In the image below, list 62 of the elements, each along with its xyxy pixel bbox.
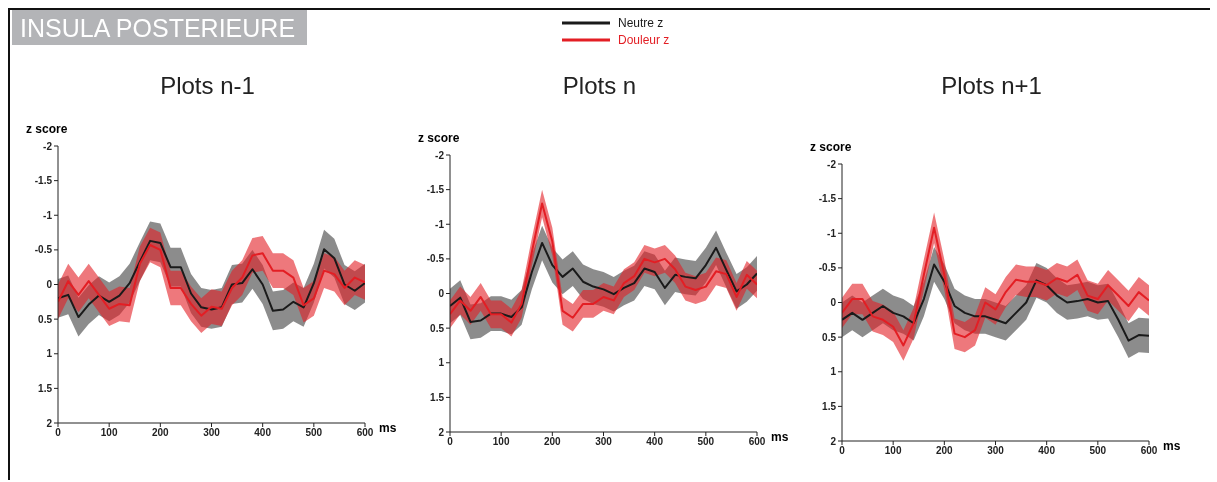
y-tick-label: 0.5	[822, 331, 837, 343]
y-tick-label: 1	[46, 348, 53, 360]
y-tick-label: -0.5	[34, 244, 53, 256]
x-tick-label: 300	[203, 427, 221, 439]
legend-label: Douleur z	[618, 33, 670, 47]
x-tick-label: 100	[492, 436, 510, 448]
y-tick-label: 1.5	[822, 400, 837, 412]
y-axis-title: z score	[26, 122, 68, 136]
y-axis-title: z score	[418, 131, 460, 145]
y-tick-label: 2	[438, 426, 445, 438]
y-tick-label: -1.5	[426, 184, 445, 196]
y-tick-label: 2	[830, 435, 837, 447]
y-tick-label: 1.5	[38, 382, 53, 394]
y-tick-label: 2	[46, 417, 53, 429]
x-axis-title: ms	[771, 430, 789, 444]
x-tick-label: 500	[1089, 445, 1107, 457]
y-tick-label: -1.5	[818, 193, 837, 205]
y-tick-label: 0.5	[38, 313, 53, 325]
y-tick-label: -0.5	[426, 253, 445, 265]
x-tick-label: 500	[305, 427, 323, 439]
y-tick-label: -2	[43, 140, 53, 152]
y-tick-label: -1	[435, 218, 445, 230]
x-tick-label: 200	[935, 445, 954, 457]
y-tick-label: -2	[827, 158, 837, 170]
x-tick-label: 100	[884, 445, 902, 457]
y-tick-label: 0.5	[430, 322, 445, 334]
y-tick-label: -0.5	[818, 262, 837, 274]
x-tick-label: 100	[100, 427, 118, 439]
y-tick-label: 0	[438, 288, 445, 300]
line-series	[842, 226, 1149, 347]
x-tick-label: 0	[447, 436, 454, 448]
chart-title: Plots n	[561, 72, 638, 100]
y-tick-label: -2	[435, 149, 445, 161]
x-axis-title: ms	[379, 421, 397, 435]
y-tick-label: 1	[438, 357, 445, 369]
x-tick-label: 600	[356, 427, 374, 439]
x-tick-label: 400	[254, 427, 272, 439]
x-tick-label: 400	[1038, 445, 1056, 457]
y-tick-label: 0	[830, 297, 837, 309]
y-tick-label: -1.5	[34, 175, 53, 187]
text: INSULA POSTERIEURE	[12, 10, 308, 45]
y-tick-label: -1	[43, 209, 53, 221]
x-axis-title: ms	[1163, 439, 1181, 453]
x-tick-label: 200	[543, 436, 562, 448]
x-tick-label: 0	[55, 427, 62, 439]
chart-title: Plots n-1	[159, 72, 256, 100]
x-tick-label: 300	[987, 445, 1005, 457]
legend-label: Neutre z	[618, 16, 664, 30]
y-tick-label: -1	[827, 227, 837, 239]
chart-title: Plots n+1	[940, 72, 1043, 100]
x-tick-label: 300	[595, 436, 613, 448]
x-tick-label: 500	[697, 436, 715, 448]
x-tick-label: 400	[646, 436, 664, 448]
line-series	[450, 202, 757, 324]
x-tick-label: 600	[1140, 445, 1158, 457]
y-tick-label: 1	[830, 366, 837, 378]
x-tick-label: 200	[151, 427, 170, 439]
y-axis-title: z score	[810, 140, 852, 154]
x-tick-label: 0	[839, 445, 846, 457]
y-tick-label: 0	[46, 279, 53, 291]
y-tick-label: 1.5	[430, 391, 445, 403]
x-tick-label: 600	[748, 436, 766, 448]
